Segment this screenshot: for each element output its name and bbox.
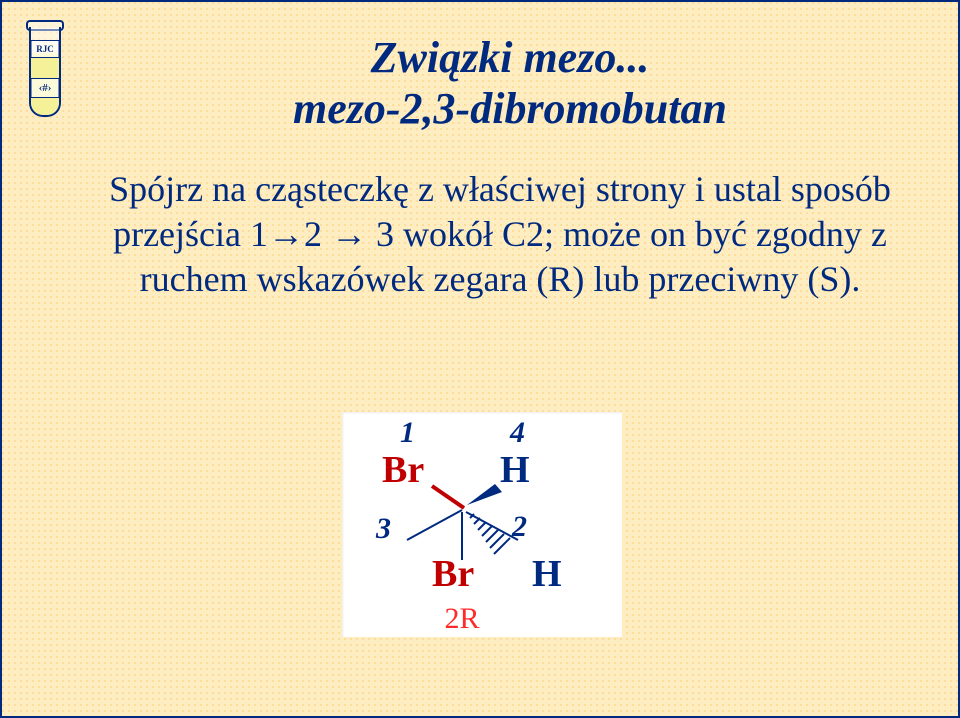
slide: RJC ‹#› Związki mezo... mezo-2,3-dibromo… xyxy=(0,0,960,718)
slide-number-placeholder: ‹#› xyxy=(31,78,60,98)
config-label: 2R xyxy=(432,602,492,636)
title-line-1: Związki mezo... xyxy=(102,32,918,83)
body-text: Spójrz na cząsteczkę z właściwej strony … xyxy=(102,167,898,302)
rjc-badge: RJC xyxy=(31,40,60,58)
test-tube-icon: RJC ‹#› xyxy=(22,20,68,130)
molecule-diagram: 1 4 Br H 3 2 Br H xyxy=(342,412,622,637)
title-line-2: mezo-2,3-dibromobutan xyxy=(102,83,918,134)
title-block: Związki mezo... mezo-2,3-dibromobutan xyxy=(102,32,918,134)
molecule-panel: 1 4 Br H 3 2 Br H xyxy=(342,412,622,637)
bond-br-top xyxy=(342,412,622,612)
